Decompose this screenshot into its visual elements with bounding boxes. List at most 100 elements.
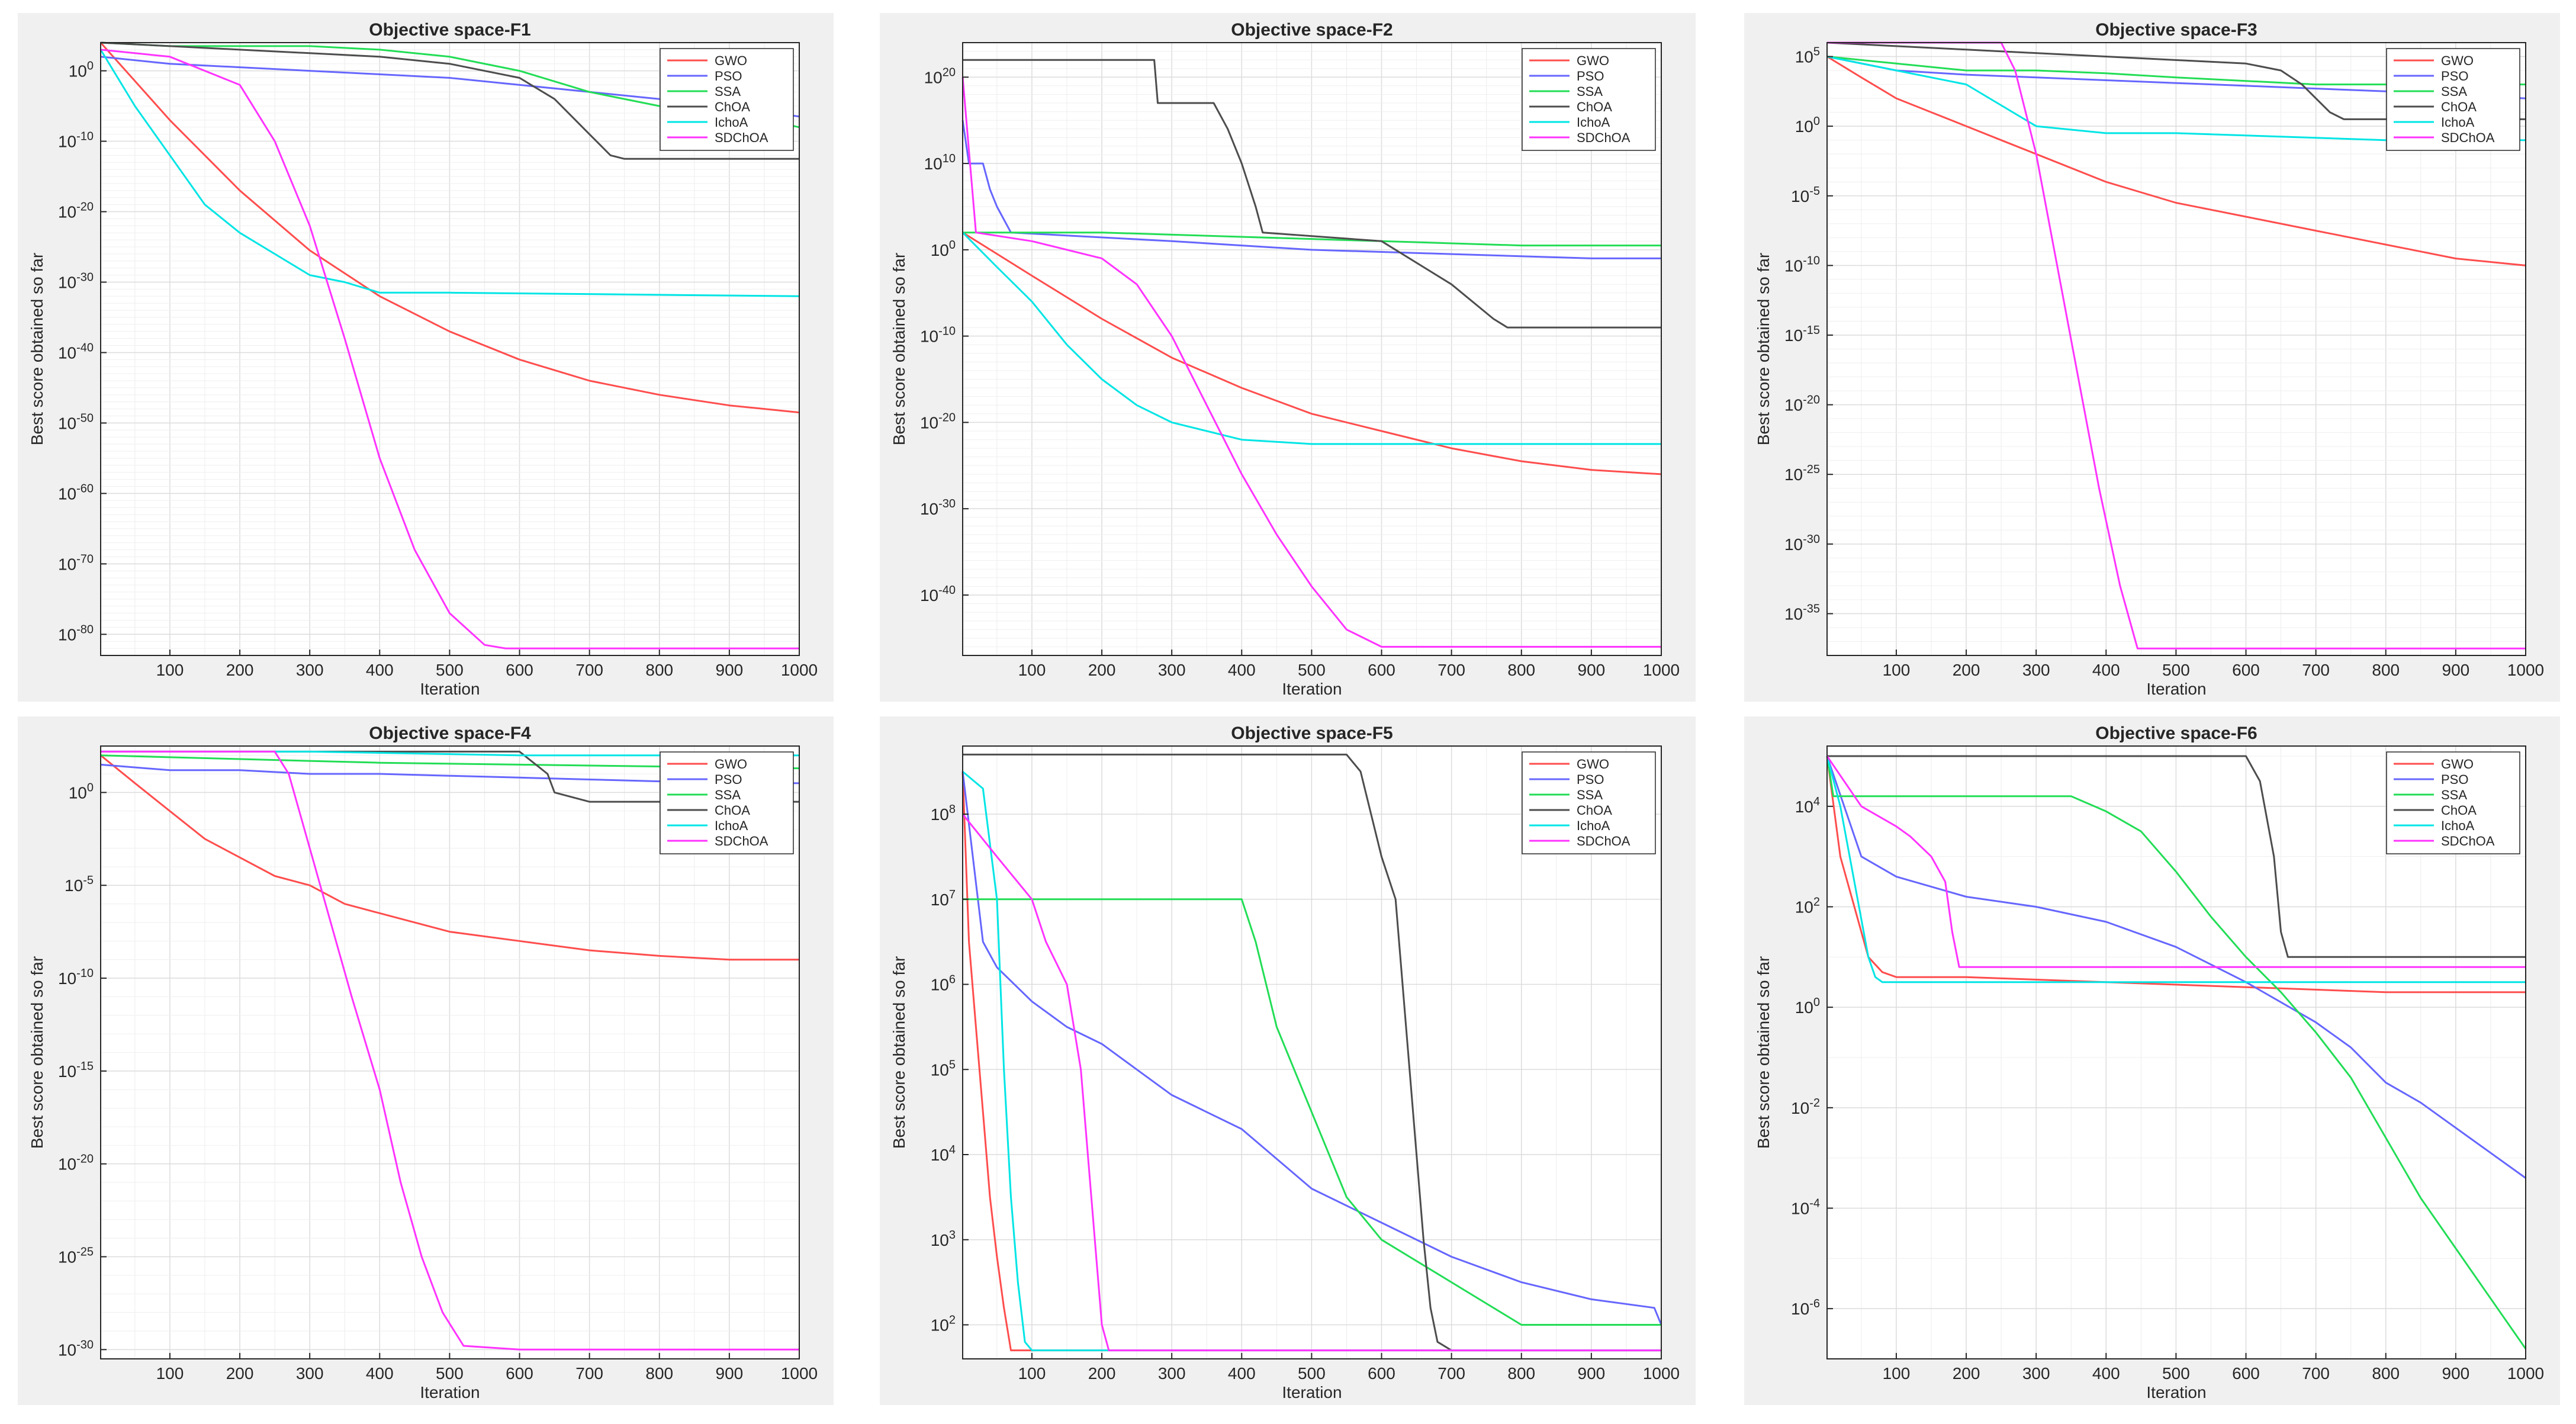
- y-tick-label: 10-40: [920, 584, 956, 605]
- y-tick-label: 10-25: [58, 1246, 94, 1267]
- series-group: [1826, 755, 2527, 1349]
- grid: [1827, 42, 2526, 656]
- series-line-gwo: [1826, 56, 2526, 266]
- x-tick-label: 700: [575, 661, 603, 679]
- y-tick-label: 10-15: [1784, 324, 1820, 345]
- y-tick-label: 10-20: [1784, 394, 1820, 414]
- series-line-choa: [1827, 755, 2526, 958]
- x-axis-label: Iteration: [1282, 1383, 1342, 1402]
- legend-label-sdchoa: SDChOA: [2441, 130, 2495, 145]
- x-tick-label: 300: [1158, 1364, 1186, 1383]
- x-tick-label: 500: [1298, 661, 1326, 679]
- x-tick-label: 600: [1368, 661, 1395, 679]
- y-tick-label: 10-10: [58, 967, 94, 988]
- y-tick-label: 10-20: [58, 201, 94, 221]
- x-tick-label: 400: [2092, 1364, 2120, 1383]
- x-tick-label: 600: [1368, 1364, 1395, 1383]
- x-tick-label: 100: [1883, 1364, 1911, 1383]
- legend-box: [1522, 751, 1656, 854]
- x-tick-label: 500: [436, 661, 464, 679]
- y-tick-label: 10-20: [920, 411, 956, 432]
- y-tick-label: 100: [1795, 996, 1820, 1017]
- y-tick-label: 104: [931, 1143, 956, 1164]
- legend-label-pso: PSO: [2441, 772, 2468, 787]
- y-tick-label: 10-30: [920, 497, 956, 518]
- x-tick-label: 400: [2092, 661, 2120, 679]
- y-axis-label: Best score obtained so far: [1754, 956, 1773, 1149]
- x-tick-label: 600: [506, 1364, 533, 1383]
- legend-label-gwo: GWO: [2441, 53, 2474, 68]
- legend-box: [660, 48, 794, 151]
- x-tick-label: 800: [2372, 661, 2400, 679]
- x-tick-label: 300: [1158, 661, 1186, 679]
- legend-label-pso: PSO: [715, 69, 742, 83]
- y-tick-label: 102: [931, 1314, 956, 1335]
- objective-space-f3-svg: 100 200 300 400 500 600 700 800 900 1000 105 100 10-…: [1754, 20, 2544, 698]
- x-tick-label: 900: [716, 1364, 744, 1383]
- series-line-gwo: [961, 772, 1661, 1352]
- x-tick-label: 500: [2162, 661, 2190, 679]
- y-axis-label: Best score obtained so far: [28, 253, 46, 445]
- series-line-gwo: [100, 754, 799, 961]
- y-tick-label: 106: [931, 973, 956, 994]
- x-tick-label: 800: [1507, 661, 1535, 679]
- legend-label-sdchoa: SDChOA: [2441, 834, 2495, 848]
- y-tick-label: 102: [1795, 895, 1820, 916]
- series-line-pso: [961, 771, 1662, 1326]
- chart-panel-f3: 100 200 300 400 500 600 700 800 900 1000 105 100 10-…: [1744, 13, 2560, 702]
- x-tick-label: 200: [1088, 661, 1116, 679]
- x-tick-label: 900: [2442, 661, 2470, 679]
- y-tick-label: 10-10: [58, 130, 94, 151]
- y-tick-label: 10-5: [65, 874, 94, 895]
- series-line-sdchoa: [961, 814, 1661, 1352]
- x-tick-label: 700: [1437, 1364, 1465, 1383]
- x-tick-label: 700: [1437, 661, 1465, 679]
- x-tick-label: 300: [296, 661, 324, 679]
- chart-panel-f1: 100 200 300 400 500 600 700 800 900 1000 100 10-10 1…: [18, 13, 834, 702]
- y-tick-label: 10-10: [1784, 254, 1820, 275]
- x-axis-label: Iteration: [420, 1383, 480, 1402]
- series-line-ichoa: [961, 232, 1661, 445]
- legend-label-ichoa: IchoA: [715, 818, 748, 833]
- legend-label-ichoa: IchoA: [2441, 115, 2475, 130]
- x-axis-label: Iteration: [2146, 680, 2206, 698]
- y-tick-label: 1010: [924, 152, 956, 173]
- x-tick-label: 300: [2022, 1364, 2050, 1383]
- x-tick-label: 300: [296, 1364, 324, 1383]
- legend-label-pso: PSO: [1577, 69, 1604, 83]
- y-tick-label: 100: [69, 781, 94, 802]
- y-tick-label: 107: [931, 888, 956, 909]
- y-axis-label: Best score obtained so far: [1754, 253, 1773, 445]
- series-line-sdchoa: [1826, 756, 2526, 968]
- x-tick-label: 700: [2302, 1364, 2330, 1383]
- x-tick-label: 400: [1228, 661, 1256, 679]
- chart-title: Objective space-F4: [369, 724, 531, 743]
- series-line-choa: [1826, 41, 2526, 120]
- series-line-choa: [963, 753, 1661, 1352]
- legend-label-choa: ChOA: [2441, 99, 2477, 114]
- chart-panel-f2: 100 200 300 400 500 600 700 800 900 1000 1020 1010 1…: [880, 13, 1696, 702]
- y-tick-label: 10-20: [58, 1153, 94, 1174]
- legend-label-choa: ChOA: [1577, 99, 1612, 114]
- legend-label-sdchoa: SDChOA: [1577, 130, 1630, 145]
- y-tick-label: 10-30: [58, 271, 94, 291]
- legend-label-sdchoa: SDChOA: [715, 834, 768, 848]
- series-line-gwo: [1826, 756, 2526, 994]
- x-tick-label: 100: [156, 1364, 184, 1383]
- legend-label-ssa: SSA: [1577, 84, 1603, 99]
- x-tick-label: 1000: [2507, 661, 2544, 679]
- y-tick-label: 10-40: [58, 341, 94, 362]
- y-axis-label: Best score obtained so far: [28, 956, 46, 1149]
- x-tick-label: 100: [1018, 1364, 1046, 1383]
- chart-panel-f5: 100 200 300 400 500 600 700 800 900 1000 108 107 106…: [880, 716, 1696, 1405]
- series-line-gwo: [99, 42, 800, 414]
- y-tick-label: 10-70: [58, 552, 94, 573]
- x-tick-label: 1000: [781, 1364, 818, 1383]
- x-tick-label: 700: [575, 1364, 603, 1383]
- x-tick-label: 900: [716, 661, 744, 679]
- legend-label-pso: PSO: [715, 772, 742, 787]
- series-line-choa: [963, 59, 1661, 329]
- y-tick-label: 100: [1795, 115, 1820, 136]
